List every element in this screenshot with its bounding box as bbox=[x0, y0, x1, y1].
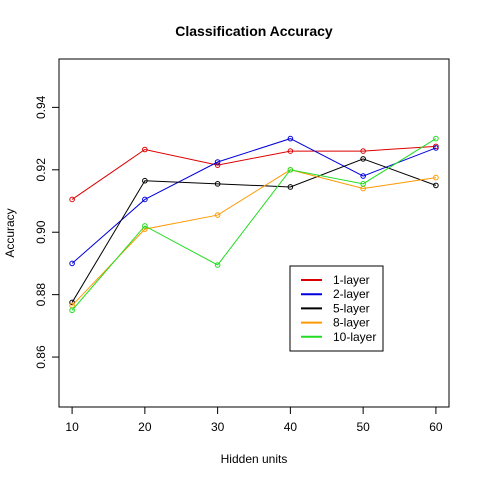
x-axis-label: Hidden units bbox=[221, 452, 288, 466]
data-point-2-layer bbox=[142, 196, 148, 203]
chart-title: Classification Accuracy bbox=[175, 23, 333, 39]
legend-label-8-layer: 8-layer bbox=[333, 316, 370, 330]
data-point-2-layer bbox=[214, 159, 221, 165]
x-tick-label: 50 bbox=[356, 420, 370, 434]
data-point-8-layer bbox=[69, 302, 75, 309]
x-tick-label: 10 bbox=[65, 420, 79, 434]
plot-frame bbox=[58, 58, 450, 408]
data-point-8-layer bbox=[433, 174, 439, 181]
data-point-1-layer bbox=[69, 196, 75, 203]
data-point-5-layer bbox=[142, 177, 148, 184]
data-point-10-layer bbox=[287, 166, 294, 173]
data-point-2-layer bbox=[360, 173, 366, 179]
series-line-1-layer bbox=[71, 145, 436, 200]
data-point-2-layer bbox=[287, 135, 294, 142]
data-point-1-layer bbox=[287, 148, 294, 154]
legend-label-1-layer: 1-layer bbox=[333, 273, 370, 287]
data-point-5-layer bbox=[214, 181, 221, 187]
x-tick-label: 40 bbox=[284, 420, 298, 434]
data-point-10-layer bbox=[433, 135, 439, 142]
series-layer bbox=[69, 135, 439, 314]
legend-label-2-layer: 2-layer bbox=[333, 287, 370, 301]
data-point-2-layer bbox=[69, 260, 75, 267]
legend-label-5-layer: 5-layer bbox=[333, 301, 370, 315]
data-point-1-layer bbox=[214, 162, 221, 168]
y-axis-label: Accuracy bbox=[3, 208, 17, 257]
x-tick-label: 60 bbox=[429, 420, 443, 434]
data-point-1-layer bbox=[360, 148, 366, 154]
y-tick-label: 0.88 bbox=[34, 283, 48, 307]
series-line-10-layer bbox=[71, 138, 437, 311]
y-tick-label: 0.86 bbox=[34, 345, 48, 369]
data-point-10-layer bbox=[142, 223, 148, 229]
y-tick-label: 0.92 bbox=[34, 158, 48, 182]
data-point-5-layer bbox=[360, 156, 366, 162]
data-point-5-layer bbox=[433, 182, 439, 189]
y-tick-label: 0.90 bbox=[34, 220, 48, 244]
data-point-10-layer bbox=[214, 262, 221, 268]
data-point-8-layer bbox=[214, 212, 221, 218]
data-point-2-layer bbox=[433, 145, 439, 151]
y-axis: 0.86 0.88 0.90 0.92 0.94 bbox=[34, 95, 60, 369]
data-point-1-layer bbox=[142, 146, 148, 153]
series-line-8-layer bbox=[71, 169, 436, 306]
y-tick-label: 0.94 bbox=[34, 95, 48, 119]
data-point-5-layer bbox=[287, 184, 294, 190]
data-point-10-layer bbox=[360, 181, 366, 187]
x-tick-label: 20 bbox=[138, 420, 152, 434]
data-point-10-layer bbox=[69, 307, 75, 314]
legend-label-10-layer: 10-layer bbox=[333, 330, 376, 344]
series-line-5-layer bbox=[71, 158, 437, 303]
x-axis: 10 20 30 40 50 60 bbox=[65, 406, 443, 434]
series-line-2-layer bbox=[71, 138, 437, 264]
x-tick-label: 30 bbox=[211, 420, 225, 434]
